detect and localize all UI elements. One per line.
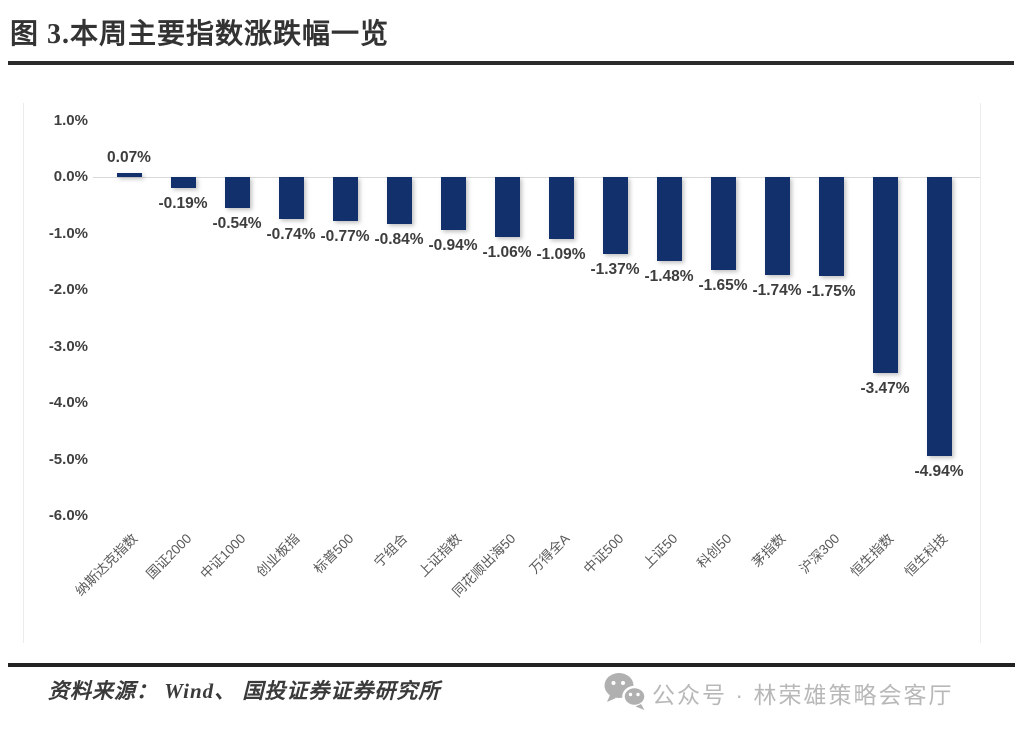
plot-left-border <box>23 103 24 643</box>
wechat-account-name: 公众号 · 林荣雄策略会客厅 <box>652 682 954 708</box>
bar <box>548 177 574 239</box>
bar-value-label: -1.06% <box>482 243 532 261</box>
x-axis-category-label: 国证2000 <box>143 530 195 582</box>
x-axis-category-label: 宁组合 <box>371 530 411 571</box>
x-axis-category-label: 上证指数 <box>415 530 465 580</box>
bar <box>872 177 898 374</box>
bar <box>386 177 412 225</box>
source-attribution: 资料来源： Wind、 国投证券证券研究所 <box>48 679 441 703</box>
bar-value-label: -4.94% <box>914 463 964 481</box>
bar-value-label: -1.65% <box>698 277 748 295</box>
bar-value-label: -1.48% <box>644 267 694 285</box>
bar <box>440 177 466 231</box>
y-axis-tick-label: -4.0% <box>48 394 88 411</box>
x-axis-category-label: 中证500 <box>580 530 627 577</box>
x-axis-category-label: 纳斯达克指数 <box>72 530 141 599</box>
x-axis-category-label: 沪深300 <box>796 530 843 577</box>
bar <box>764 177 790 276</box>
bar <box>494 177 520 237</box>
x-axis-category-label: 标普500 <box>310 530 357 577</box>
x-axis-category-label: 科创50 <box>694 530 735 572</box>
y-axis-tick-label: -6.0% <box>48 507 88 524</box>
wechat-icon <box>604 673 647 710</box>
bar-value-label: -3.47% <box>860 380 910 398</box>
x-axis-category-label: 茅指数 <box>749 530 789 571</box>
y-axis-tick-label: 1.0% <box>53 111 88 129</box>
y-axis-tick-label: 0.0% <box>53 168 88 185</box>
x-axis-category-label: 恒生指数 <box>847 530 897 580</box>
bar-value-label: -0.54% <box>212 214 262 232</box>
bar-value-label: -1.09% <box>536 245 586 263</box>
x-axis-category-label: 创业板指 <box>253 530 303 580</box>
bar-value-label: -0.94% <box>428 237 478 255</box>
x-axis-category-label: 中证1000 <box>197 530 249 582</box>
x-axis-category-label: 恒生科技 <box>901 530 951 580</box>
zero-baseline <box>93 177 980 178</box>
bar-value-label: -0.84% <box>374 231 424 249</box>
bar <box>116 173 142 177</box>
y-axis-tick-label: -3.0% <box>48 337 88 355</box>
bar-value-label: -1.37% <box>590 261 640 279</box>
y-axis-tick-label: -1.0% <box>48 224 88 242</box>
y-axis-tick-label: -2.0% <box>48 281 88 298</box>
x-axis-category-label: 同花顺出海50 <box>449 530 519 600</box>
bar-value-label: -0.77% <box>320 227 370 245</box>
bar <box>224 177 250 208</box>
bar-chart: 1.0% 0.0% -1.0% -2.0% -3.0% -4.0% -5.0% -6.0% 0.… <box>0 95 1024 651</box>
bar <box>170 177 196 188</box>
bar <box>710 177 736 271</box>
bar <box>278 177 304 219</box>
bar <box>926 177 952 457</box>
bar <box>818 177 844 276</box>
y-axis-tick-label: -5.0% <box>48 450 88 468</box>
bar-value-label: -1.75% <box>806 282 856 300</box>
bar <box>332 177 358 221</box>
footer-rule <box>8 663 1015 667</box>
plot-right-border <box>980 103 981 643</box>
title-underline <box>8 61 1014 65</box>
figure-title: 图 3.本周主要指数涨跌幅一览 <box>10 19 390 50</box>
x-axis-category-label: 万得全A <box>526 530 573 577</box>
bar-value-label: -0.19% <box>158 194 208 212</box>
bar-value-label: -1.74% <box>752 282 802 300</box>
x-axis-category-label: 上证50 <box>640 530 681 572</box>
bar-value-label: 0.07% <box>107 149 151 167</box>
bar <box>656 177 682 261</box>
bar <box>602 177 628 255</box>
bar-value-label: -0.74% <box>266 225 316 243</box>
footer: 资料来源： Wind、 国投证券证券研究所 公众号 · 林荣雄策略会客厅 <box>0 669 1024 721</box>
